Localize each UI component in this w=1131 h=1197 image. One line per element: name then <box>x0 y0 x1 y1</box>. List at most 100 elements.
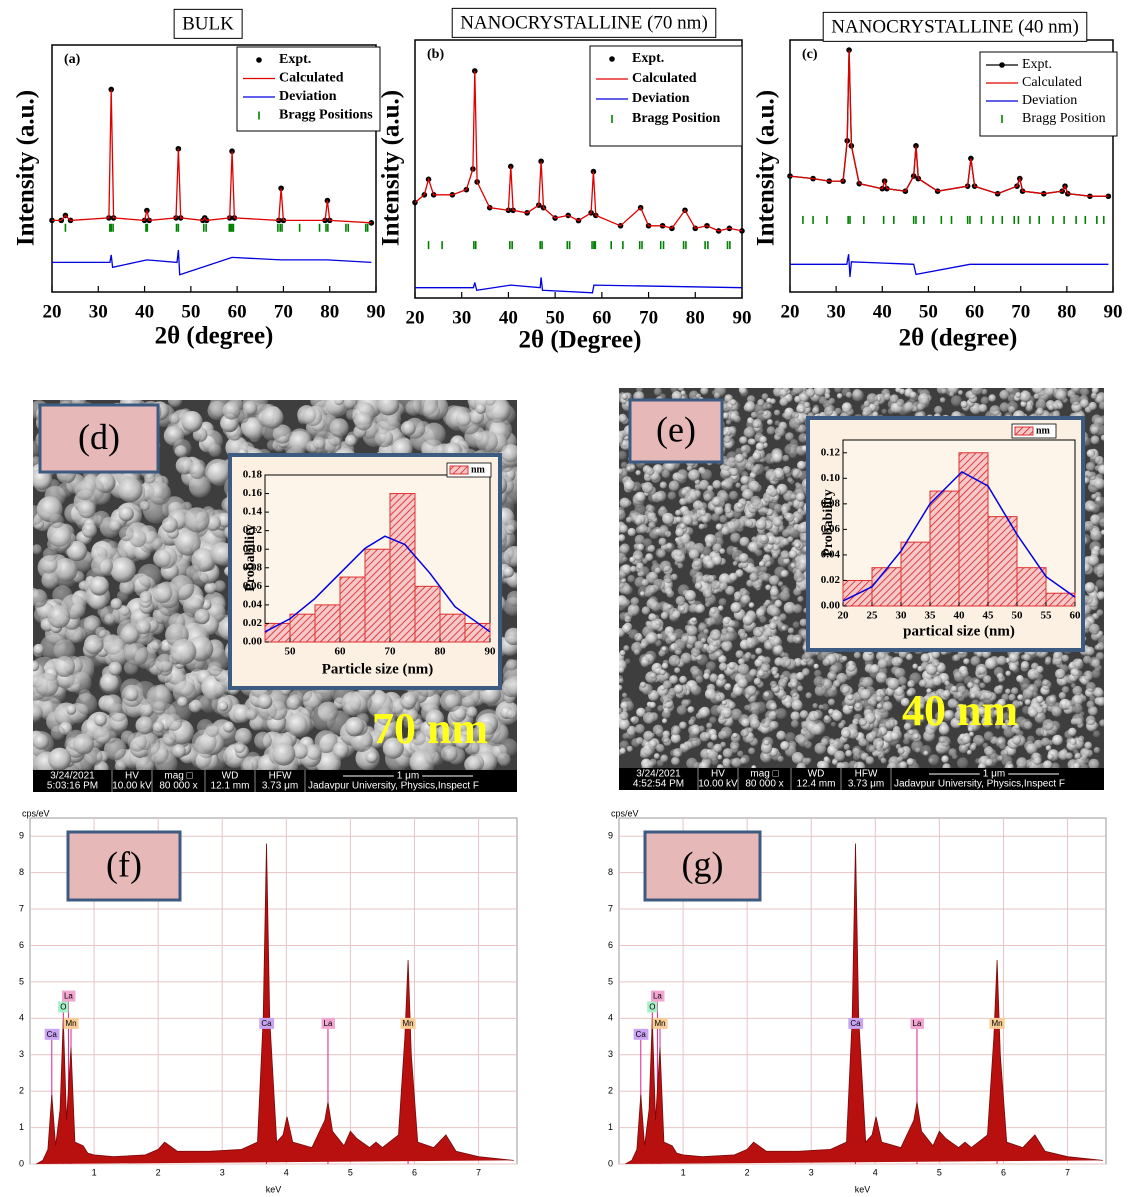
grain <box>51 528 73 550</box>
grain <box>54 656 75 677</box>
grain <box>932 659 940 667</box>
grain <box>706 621 712 627</box>
grain <box>781 570 788 577</box>
grain <box>189 476 211 498</box>
grain <box>699 708 709 718</box>
grain <box>621 598 630 607</box>
grain <box>784 412 792 420</box>
grain <box>1007 401 1018 412</box>
grain <box>742 654 750 662</box>
grain <box>710 734 717 741</box>
grain <box>618 534 625 541</box>
grain <box>1084 742 1092 750</box>
grain <box>662 513 674 525</box>
info-text: 12.1 mm <box>211 781 250 792</box>
grain <box>793 384 804 395</box>
grain <box>109 704 127 722</box>
grain <box>104 613 115 624</box>
grain <box>643 731 653 741</box>
info-text: Jadavpur University, Physics,Inspect F <box>308 781 479 792</box>
grain <box>745 519 753 527</box>
grain <box>375 429 393 447</box>
grain <box>635 492 646 503</box>
grain <box>859 718 867 726</box>
grain <box>1099 719 1106 726</box>
grain <box>99 672 122 695</box>
grain <box>770 681 777 688</box>
grain <box>1091 494 1097 500</box>
grain <box>622 693 627 698</box>
grain <box>845 673 852 680</box>
grain <box>745 401 756 412</box>
grain <box>798 563 807 572</box>
grain <box>782 538 790 546</box>
grain <box>709 717 716 724</box>
grain <box>716 523 723 530</box>
grain <box>814 385 826 397</box>
grain <box>648 761 654 767</box>
grain <box>109 520 121 532</box>
grain <box>750 719 760 729</box>
grain <box>909 673 921 685</box>
grain <box>706 560 715 569</box>
grain <box>740 537 750 547</box>
grain <box>618 451 627 460</box>
grain <box>1096 579 1105 588</box>
grain <box>1069 742 1076 749</box>
grain <box>802 653 812 663</box>
grain <box>807 758 812 763</box>
grain <box>40 556 58 574</box>
grain <box>739 553 749 563</box>
grain <box>660 482 667 489</box>
grain <box>762 507 768 513</box>
grain <box>871 728 882 739</box>
grain <box>695 641 704 650</box>
grain <box>838 723 844 729</box>
grain <box>677 563 683 569</box>
grain <box>988 394 996 402</box>
grain <box>1093 731 1100 738</box>
grain <box>669 634 677 642</box>
grain <box>1023 689 1034 700</box>
grain <box>168 393 182 407</box>
grain <box>148 686 173 711</box>
grain <box>1071 683 1076 688</box>
grain <box>790 439 798 447</box>
grain <box>700 387 708 395</box>
grain <box>1086 647 1095 656</box>
grain <box>770 703 777 710</box>
grain <box>681 653 692 664</box>
grain <box>881 758 887 764</box>
grain <box>671 757 680 766</box>
grain <box>665 542 675 552</box>
grain <box>782 455 789 462</box>
grain <box>862 677 873 688</box>
grain <box>261 406 283 428</box>
grain <box>844 744 850 750</box>
grain <box>82 523 97 538</box>
grain <box>824 407 833 416</box>
grain <box>648 505 656 513</box>
grain <box>1097 591 1105 599</box>
grain <box>1090 454 1101 465</box>
grain <box>623 585 633 595</box>
grain <box>972 384 980 392</box>
grain <box>208 662 223 677</box>
grain <box>740 476 749 485</box>
grain <box>883 701 893 711</box>
grain <box>706 542 712 548</box>
grain <box>770 711 777 718</box>
grain <box>129 530 146 547</box>
grain <box>770 588 779 597</box>
grain <box>624 480 635 491</box>
grain <box>661 612 669 620</box>
info-text: 3.73 μm <box>262 781 298 792</box>
grain <box>69 672 91 694</box>
grain <box>828 687 838 697</box>
grain <box>764 466 769 471</box>
grain <box>823 716 831 724</box>
grain <box>645 553 653 561</box>
grain <box>703 490 715 502</box>
grain <box>888 678 900 690</box>
grain <box>1097 609 1104 616</box>
